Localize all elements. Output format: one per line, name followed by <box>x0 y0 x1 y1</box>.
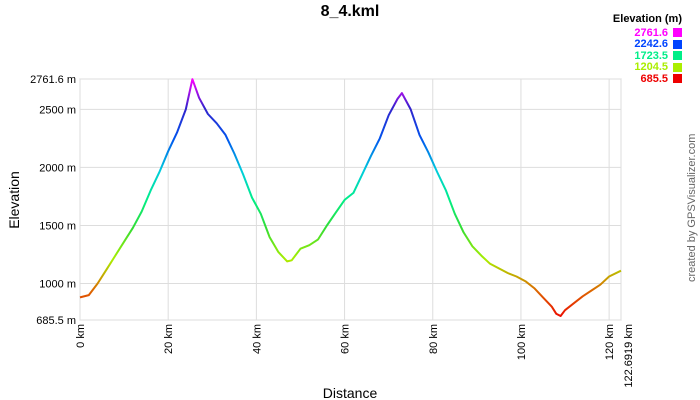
legend: Elevation (m) 2761.6 2242.6 1723.5 1204.5 68… <box>613 13 682 85</box>
y-tick-label: 2761.6 m <box>30 74 76 86</box>
legend-swatch <box>673 62 682 72</box>
x-axis-ticks: 0 km 20 km 40 km 60 km 80 km 100 km 120 km 122.… <box>75 324 635 388</box>
plot-area <box>79 78 622 321</box>
legend-entry: 2242.6 <box>613 38 682 51</box>
chart-title: 8_4.kml <box>320 3 380 20</box>
legend-entry: 1723.5 <box>613 50 682 62</box>
legend-entry-label: 1204.5 <box>634 61 668 74</box>
y-tick-label: 1000 m <box>39 278 76 290</box>
legend-entries: 2761.6 2242.6 1723.5 1204.5 685.5 <box>613 27 682 85</box>
legend-entry-label: 685.5 <box>640 72 668 85</box>
y-tick-label: 2500 m <box>39 104 76 116</box>
y-axis-label: Elevation <box>6 171 22 229</box>
legend-entry: 1204.5 <box>613 61 682 74</box>
y-tick-label: 685.5 m <box>36 315 76 327</box>
legend-swatch <box>673 51 682 61</box>
y-tick-label: 1500 m <box>39 220 76 232</box>
legend-title: Elevation (m) <box>612 13 682 25</box>
grid <box>79 78 622 321</box>
legend-entry: 685.5 <box>613 73 682 85</box>
x-tick-label: 122.6919 km <box>623 324 635 388</box>
x-tick-label: 120 km <box>604 324 616 360</box>
legend-swatch <box>673 28 682 38</box>
x-tick-label: 40 km <box>251 324 263 354</box>
elevation-line <box>79 78 622 317</box>
x-tick-label: 0 km <box>75 324 87 348</box>
legend-entry-label: 1723.5 <box>634 49 668 62</box>
x-tick-label: 80 km <box>428 324 440 354</box>
legend-swatch <box>673 39 682 49</box>
legend-swatch <box>673 74 682 84</box>
legend-entry-label: 2761.6 <box>634 26 668 39</box>
x-tick-label: 20 km <box>163 324 175 354</box>
credit-text: created by GPSVisualizer.com <box>686 133 698 282</box>
x-axis-label: Distance <box>323 385 378 400</box>
x-tick-label: 60 km <box>340 324 352 354</box>
legend-entry-label: 2242.6 <box>634 38 668 51</box>
y-tick-label: 2000 m <box>39 162 76 174</box>
legend-entry: 2761.6 <box>613 27 682 39</box>
x-tick-label: 100 km <box>516 324 528 360</box>
y-axis-ticks: 685.5 m 1000 m 1500 m 2000 m 2500 m 2761.6 m <box>30 74 76 327</box>
